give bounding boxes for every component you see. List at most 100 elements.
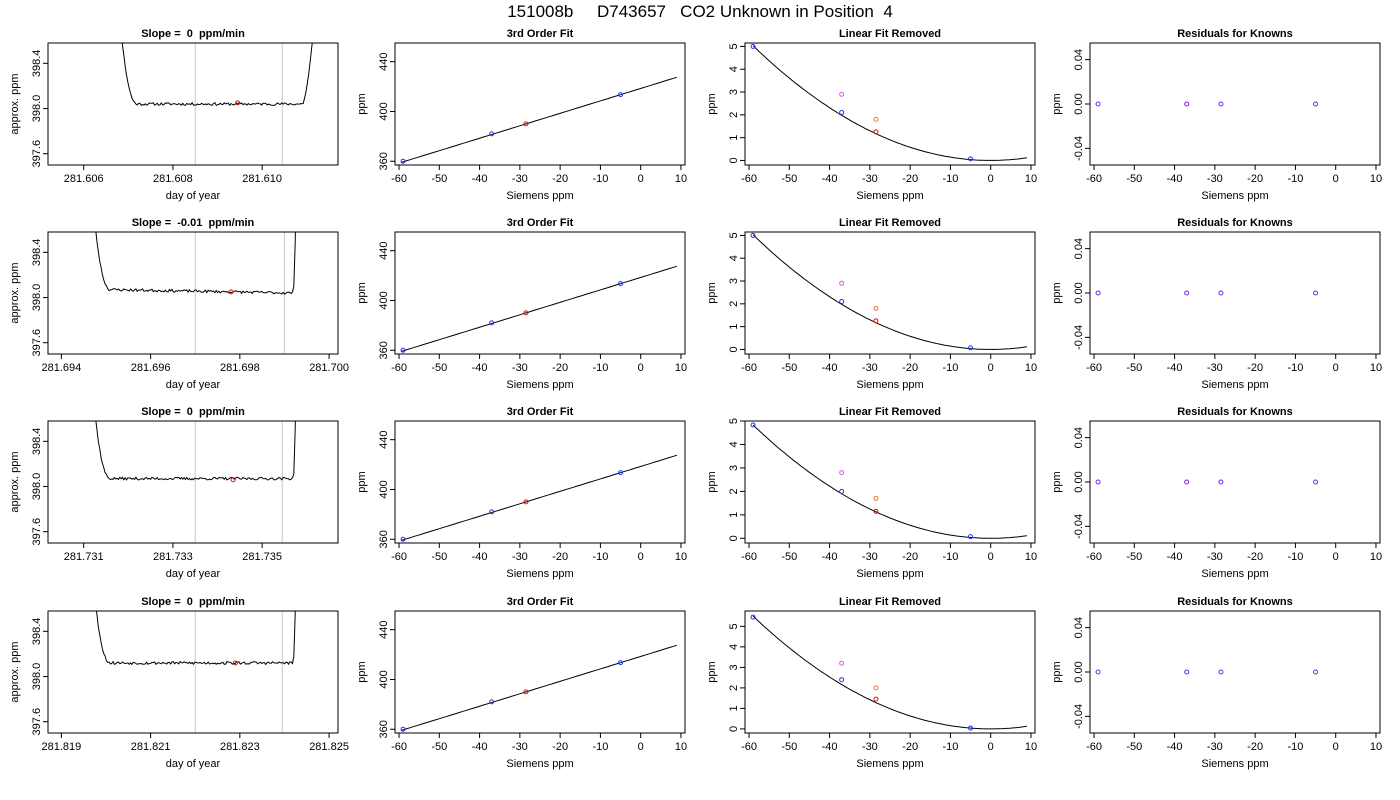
panel-title: Residuals for Knowns — [1177, 406, 1293, 418]
plot-frame — [1089, 420, 1381, 544]
chart-panel-3-3: Residuals for Knowns -60 -50 -40 -30 -20 -10 0 1… — [1051, 596, 1382, 770]
panel-title: Slope = 0 ppm/min — [141, 406, 245, 418]
data-point — [523, 310, 529, 316]
y-tick-label: 0 — [728, 535, 740, 541]
y-axis-label: approx. ppm — [9, 641, 21, 702]
fit-curve — [400, 265, 678, 352]
chart-panel-3-0: Slope = 0 ppm/min 281.819 281.821 281.823 28… — [9, 596, 349, 770]
x-tick-label: 10 — [1025, 741, 1037, 753]
data-point — [839, 299, 845, 305]
y-tick-label: 5 — [728, 43, 740, 49]
x-tick-label: -50 — [431, 173, 447, 185]
x-tick-label: 0 — [638, 173, 644, 185]
data-point — [523, 689, 529, 695]
y-tick-label: 440 — [378, 620, 390, 638]
panel-title: 3rd Order Fit — [507, 217, 574, 229]
y-tick-label: 398.4 — [31, 50, 43, 78]
x-tick-label: -40 — [1167, 362, 1183, 374]
data-point — [873, 508, 879, 514]
x-tick-label: -40 — [1167, 741, 1183, 753]
ppm-trace — [95, 421, 296, 481]
x-tick-label: -60 — [1086, 741, 1102, 753]
x-tick-label: -40 — [822, 362, 838, 374]
chart-panel-0-1: 3rd Order Fit -60 -50 -40 -30 -20 -10 0 10 360 400… — [356, 28, 687, 202]
x-tick-label: -50 — [781, 173, 797, 185]
x-axis-label: Siemens ppm — [1201, 190, 1268, 202]
x-tick-label: 281.735 — [242, 551, 282, 563]
y-tick-label: 398.4 — [31, 618, 43, 646]
y-tick-label: 2 — [728, 488, 740, 494]
x-tick-label: -10 — [1287, 741, 1303, 753]
x-tick-label: -60 — [391, 173, 407, 185]
x-tick-label: -40 — [822, 741, 838, 753]
y-axis-label: ppm — [356, 282, 368, 303]
y-tick-label: 5 — [728, 418, 740, 424]
y-axis-label: ppm — [1051, 471, 1063, 492]
data-point — [1218, 479, 1224, 485]
data-point — [839, 280, 845, 286]
x-tick-label: -60 — [741, 551, 757, 563]
chart-panel-0-2: Linear Fit Removed -60 -50 -40 -30 -20 -10 0 10 0… — [706, 28, 1037, 202]
y-tick-label: 3 — [728, 664, 740, 670]
x-tick-label: 10 — [675, 173, 687, 185]
y-tick-label: 398.0 — [31, 284, 43, 312]
data-point — [873, 495, 879, 501]
chart-panel-2-0: Slope = 0 ppm/min 281.731 281.733 281.735 39… — [9, 406, 339, 580]
plot-frame — [47, 42, 339, 166]
x-tick-label: -40 — [472, 741, 488, 753]
y-tick-label: 1 — [728, 324, 740, 330]
data-point — [489, 509, 495, 515]
y-tick-label: 397.6 — [31, 329, 43, 357]
data-point — [1095, 479, 1101, 485]
chart-panel-0-3: Residuals for Knowns -60 -50 -40 -30 -20 -10 0 1… — [1051, 28, 1382, 202]
x-tick-label: 281.700 — [309, 362, 349, 374]
chart-panel-0-0: Slope = 0 ppm/min 281.606 281.608 281.610 39… — [9, 28, 339, 202]
plot-frame — [394, 231, 686, 355]
y-tick-label: 440 — [378, 430, 390, 448]
x-tick-label: 0 — [988, 173, 994, 185]
x-tick-label: -10 — [592, 551, 608, 563]
x-tick-label: -20 — [902, 741, 918, 753]
data-point — [618, 470, 624, 476]
x-tick-label: -60 — [741, 173, 757, 185]
x-axis-label: Siemens ppm — [856, 190, 923, 202]
x-tick-label: -10 — [592, 173, 608, 185]
y-tick-label: 0.00 — [1073, 661, 1085, 682]
x-tick-label: -60 — [391, 551, 407, 563]
x-tick-label: -10 — [942, 741, 958, 753]
x-tick-label: -30 — [862, 173, 878, 185]
fit-curve — [400, 454, 678, 541]
y-tick-label: -0.04 — [1073, 514, 1085, 539]
x-axis-label: day of year — [166, 568, 221, 580]
x-tick-label: -30 — [1207, 741, 1223, 753]
plot-area — [750, 614, 1027, 731]
plot-area — [750, 43, 1027, 162]
x-tick-label: 281.694 — [42, 362, 82, 374]
x-axis-label: Siemens ppm — [1201, 568, 1268, 580]
panel-title: Linear Fit Removed — [839, 28, 941, 40]
y-tick-label: 0.00 — [1073, 471, 1085, 492]
data-point — [1313, 479, 1319, 485]
plot-frame — [1089, 610, 1381, 734]
data-point — [873, 305, 879, 311]
y-tick-label: 4 — [728, 255, 740, 261]
plot-area — [400, 454, 678, 542]
x-tick-label: 10 — [1370, 173, 1382, 185]
x-tick-label: -30 — [512, 741, 528, 753]
x-tick-label: -30 — [862, 362, 878, 374]
x-tick-label: 281.731 — [64, 551, 104, 563]
panel-title: Residuals for Knowns — [1177, 217, 1293, 229]
plot-frame — [744, 610, 1036, 734]
plot-area — [121, 43, 313, 165]
y-tick-label: 360 — [378, 152, 390, 170]
x-tick-label: -20 — [552, 741, 568, 753]
x-tick-label: 0 — [1333, 551, 1339, 563]
y-tick-label: 0 — [728, 726, 740, 732]
ppm-trace — [121, 43, 313, 107]
chart-panel-1-3: Residuals for Knowns -60 -50 -40 -30 -20 -10 0 1… — [1051, 217, 1382, 391]
y-tick-label: 3 — [728, 465, 740, 471]
mean-marker — [232, 660, 238, 666]
x-tick-label: -20 — [1247, 362, 1263, 374]
y-tick-label: 398.0 — [31, 663, 43, 691]
x-tick-label: 281.698 — [220, 362, 260, 374]
